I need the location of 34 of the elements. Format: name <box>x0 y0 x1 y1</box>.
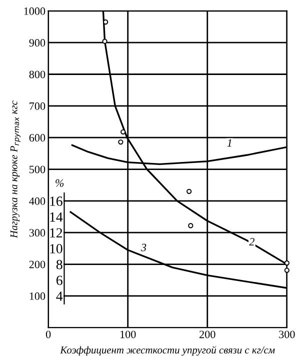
y2-tick-label: 14 <box>50 212 63 222</box>
point <box>188 223 194 228</box>
y2-tick-label: 8 <box>56 260 62 270</box>
annotation: 2 <box>249 238 254 246</box>
point <box>284 260 290 266</box>
y2-tick-label: 10 <box>50 244 62 254</box>
y-axis-title: Нагрузка на крюке P$_{груmax}$ кгс <box>10 100 20 238</box>
y-tick-label: 500 <box>30 166 46 174</box>
x-tick-label: 100 <box>120 330 136 338</box>
y-tick-label: 100 <box>30 292 46 300</box>
y-tick-label: 700 <box>30 102 46 110</box>
annotation: 1 <box>227 139 232 147</box>
point <box>102 38 108 44</box>
annotation: 3 <box>140 244 146 252</box>
y2-tick-label: 6 <box>56 276 62 286</box>
y2-tick-label: 12 <box>50 228 62 238</box>
y2-axis-title: % <box>56 179 64 187</box>
y-tick-label: 300 <box>29 229 46 237</box>
y-tick-label: 200 <box>29 260 46 268</box>
y-tick-label: 800 <box>29 70 46 78</box>
point <box>120 129 126 134</box>
x-axis-title: Коэффициент жесткости упругой связи с кг/см <box>60 346 275 356</box>
point <box>284 268 290 273</box>
x-tick-label: 300 <box>279 330 295 338</box>
y-tick-label: 600 <box>29 134 46 142</box>
y2-tick-label: 16 <box>50 196 62 206</box>
y-tick-label: 900 <box>29 39 46 47</box>
y-tick-label: 1000 <box>24 7 46 15</box>
x-tick-label: 0 <box>46 330 51 338</box>
y-tick-label: 400 <box>29 197 46 205</box>
point <box>186 188 192 194</box>
point <box>118 139 124 145</box>
y2-tick-label: 4 <box>56 292 63 301</box>
x-tick-label: 200 <box>200 330 216 338</box>
